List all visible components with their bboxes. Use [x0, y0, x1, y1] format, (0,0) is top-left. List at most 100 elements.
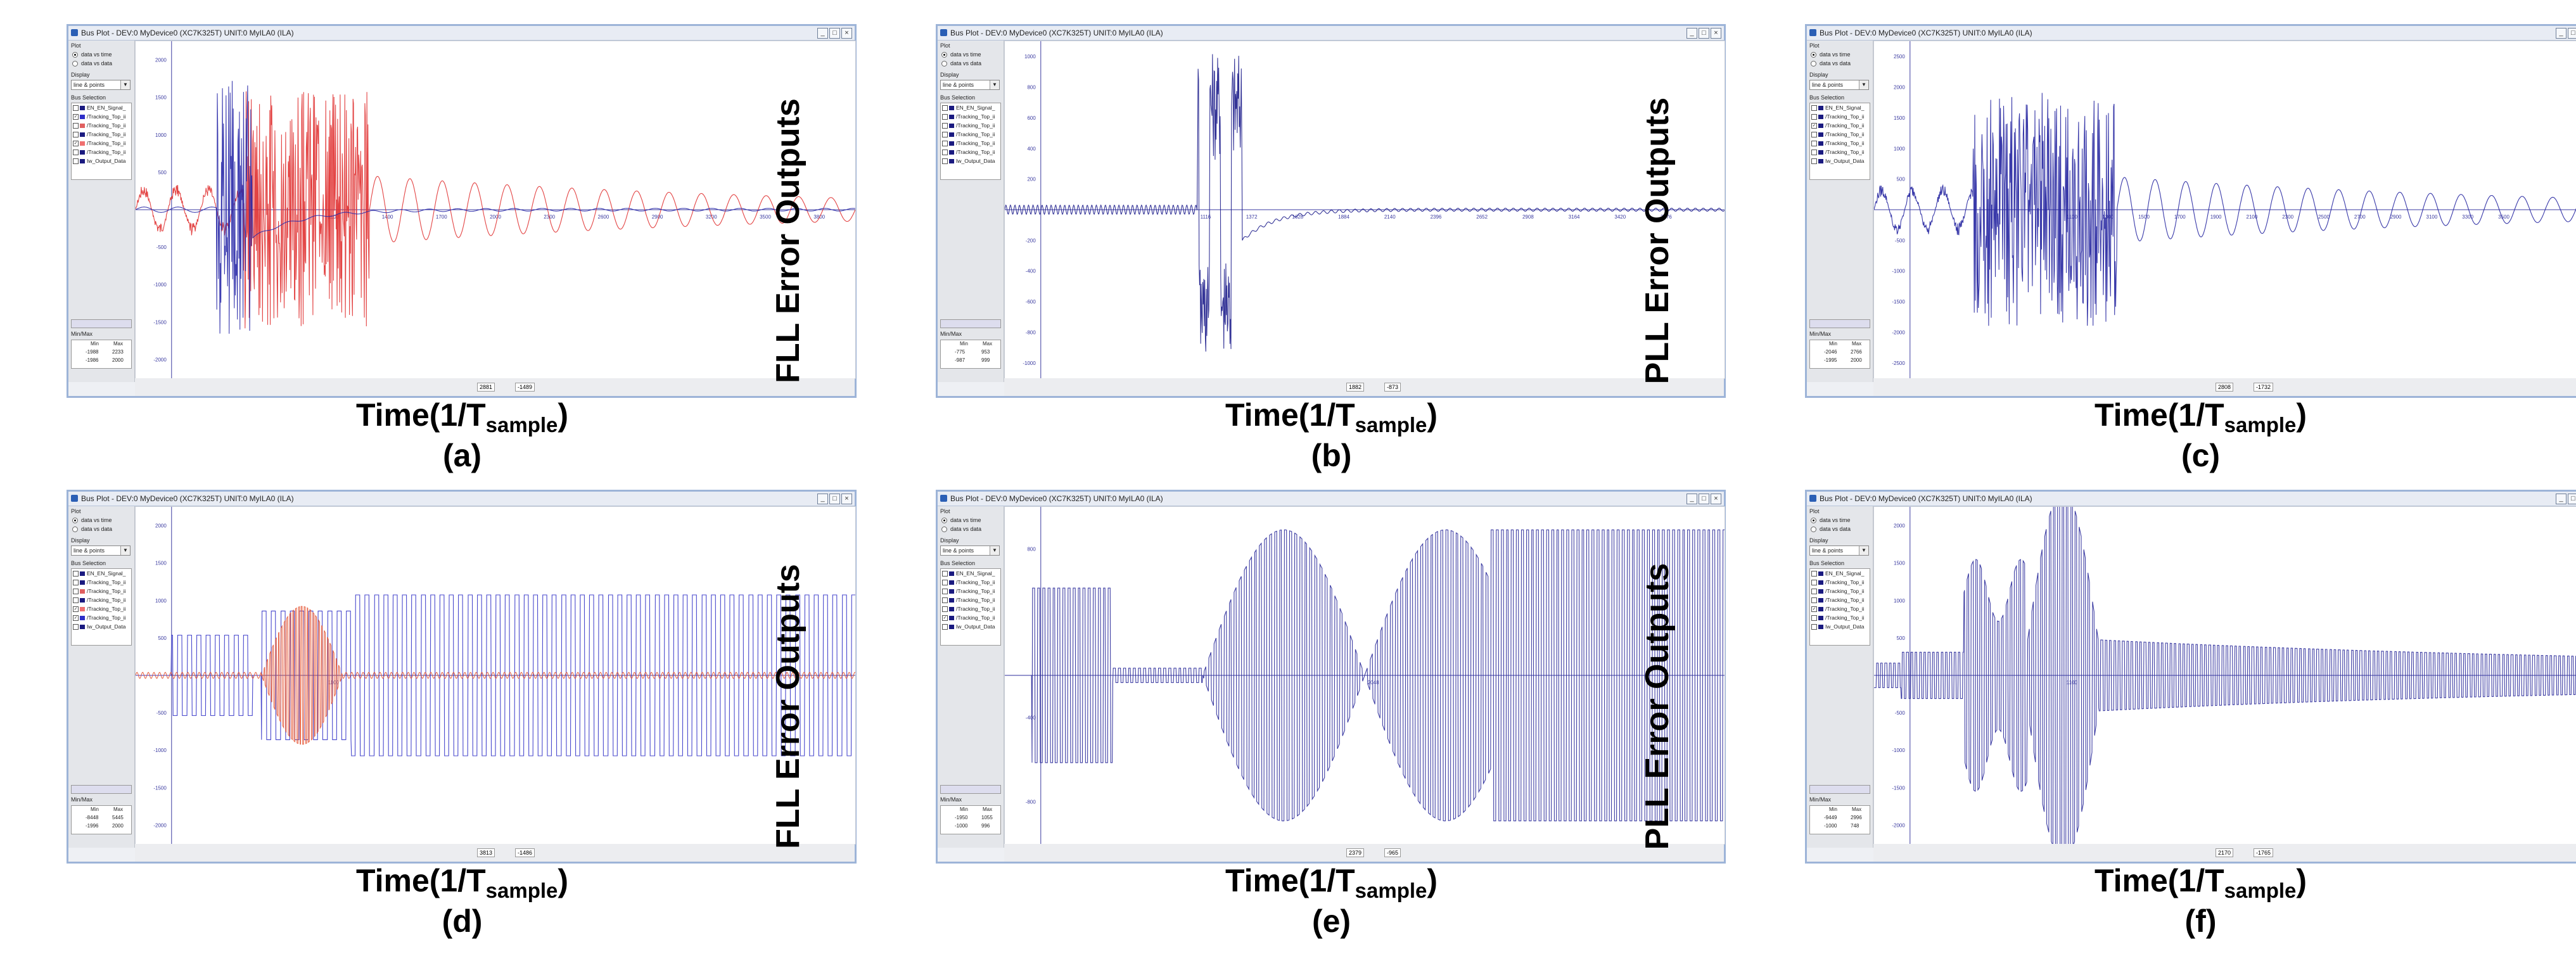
bus-list-item[interactable]: EN_EN_Signal_ [1811, 105, 1868, 113]
bus-list-item[interactable]: /Tracking_Top_ii [73, 122, 130, 131]
bus-list-item[interactable]: /Tracking_Top_ii [942, 579, 999, 587]
bus-selection-list[interactable]: EN_EN_Signal_ ✓ /Tracking_Top_ii/Tracking_… [71, 103, 132, 180]
window-titlebar[interactable]: Bus Plot - DEV:0 MyDevice0 (XC7K325T) UN… [68, 492, 855, 506]
bus-list-item[interactable]: /Tracking_Top_ii [1811, 597, 1868, 605]
bus-checkbox[interactable] [942, 606, 948, 613]
bus-list-item[interactable]: /Tracking_Top_ii [942, 122, 999, 131]
minimize-button[interactable]: _ [817, 28, 828, 39]
bus-list-item[interactable]: ✓ /Tracking_Top_ii [1811, 606, 1868, 614]
close-button[interactable]: × [841, 494, 852, 504]
bus-plot-window[interactable]: Bus Plot - DEV:0 MyDevice0 (XC7K325T) UN… [936, 24, 1726, 398]
display-select[interactable]: line & points ▼ [940, 80, 1000, 90]
plot-area[interactable]: 2000 1500 1000 500 -500 -1000 -1500 -2000 1100 [1873, 506, 2576, 845]
list-scrollbar[interactable] [1809, 319, 1870, 328]
bus-checkbox[interactable] [942, 105, 948, 112]
bus-checkbox[interactable] [942, 141, 948, 147]
bus-list-item[interactable]: EN_EN_Signal_ [73, 105, 130, 113]
close-button[interactable]: × [841, 28, 852, 39]
bus-checkbox[interactable] [942, 624, 948, 630]
bus-list-item[interactable]: EN_EN_Signal_ [1811, 570, 1868, 578]
bus-checkbox[interactable] [942, 589, 948, 595]
display-select[interactable]: line & points ▼ [71, 545, 131, 556]
bus-plot-window[interactable]: Bus Plot - DEV:0 MyDevice0 (XC7K325T) UN… [67, 490, 857, 864]
bus-checkbox[interactable] [942, 580, 948, 586]
bus-checkbox[interactable] [73, 589, 79, 595]
list-scrollbar[interactable] [71, 785, 132, 794]
bus-list-item[interactable]: /Tracking_Top_ii [73, 131, 130, 139]
bus-checkbox[interactable] [942, 132, 948, 138]
maximize-button[interactable]: □ [2568, 494, 2576, 504]
window-titlebar[interactable]: Bus Plot - DEV:0 MyDevice0 (XC7K325T) UN… [1807, 26, 2576, 41]
plot-mode-radio[interactable] [1811, 52, 1816, 58]
list-scrollbar[interactable] [1809, 785, 1870, 794]
bus-checkbox[interactable] [1811, 114, 1817, 120]
list-scrollbar[interactable] [940, 785, 1001, 794]
bus-checkbox[interactable] [73, 624, 79, 630]
bus-list-item[interactable]: /Tracking_Top_ii [73, 579, 130, 587]
list-scrollbar[interactable] [71, 319, 132, 328]
minimize-button[interactable]: _ [2556, 28, 2566, 39]
bus-checkbox[interactable] [1811, 624, 1817, 630]
bus-plot-window[interactable]: Bus Plot - DEV:0 MyDevice0 (XC7K325T) UN… [1805, 24, 2576, 398]
bus-checkbox[interactable] [942, 123, 948, 129]
bus-selection-list[interactable]: EN_EN_Signal_ /Tracking_Top_ii/Tracking_T… [71, 568, 132, 646]
plot-area[interactable]: 2000 1500 1000 500 -500 -1000 -1500 -2000 1100 14… [135, 41, 856, 379]
plot-area[interactable]: 1000 800 600 400 200 -200 -400 -600 -800 -1000 111… [1004, 41, 1725, 379]
bus-list-item[interactable]: /Tracking_Top_ii [1811, 615, 1868, 623]
plot-mode-radio[interactable] [72, 518, 78, 523]
bus-list-item[interactable]: /Tracking_Top_ii [1811, 149, 1868, 157]
bus-list-item[interactable]: /Tracking_Top_ii [942, 131, 999, 139]
bus-list-item[interactable]: /Tracking_Top_ii [73, 597, 130, 605]
bus-selection-list[interactable]: EN_EN_Signal_ /Tracking_Top_ii ✓ /Tracking_… [1809, 103, 1870, 180]
bus-checkbox[interactable] [942, 158, 948, 165]
bus-list-item[interactable]: Iw_Output_Data [73, 623, 130, 632]
bus-checkbox[interactable] [942, 597, 948, 604]
bus-selection-list[interactable]: EN_EN_Signal_ /Tracking_Top_ii/Tracking_T… [940, 103, 1001, 180]
minimize-button[interactable]: _ [1687, 494, 1697, 504]
bus-list-item[interactable]: /Tracking_Top_ii [942, 149, 999, 157]
bus-checkbox[interactable]: ✓ [73, 141, 79, 147]
bus-list-item[interactable]: /Tracking_Top_ii [1811, 131, 1868, 139]
bus-checkbox[interactable]: ✓ [73, 615, 79, 622]
plot-mode-radio[interactable] [1811, 61, 1816, 67]
bus-checkbox[interactable] [1811, 158, 1817, 165]
bus-list-item[interactable]: Iw_Output_Data [942, 158, 999, 166]
plot-area[interactable]: 2500 2000 1500 1000 500 -500 -1000 -1500 -2000 -2… [1873, 41, 2576, 379]
bus-plot-window[interactable]: Bus Plot - DEV:0 MyDevice0 (XC7K325T) UN… [67, 24, 857, 398]
minimize-button[interactable]: _ [817, 494, 828, 504]
bus-list-item[interactable]: Iw_Output_Data [1811, 158, 1868, 166]
bus-list-item[interactable]: ✓ /Tracking_Top_ii [73, 615, 130, 623]
maximize-button[interactable]: □ [1699, 28, 1709, 39]
bus-plot-window[interactable]: Bus Plot - DEV:0 MyDevice0 (XC7K325T) UN… [1805, 490, 2576, 864]
list-scrollbar[interactable] [940, 319, 1001, 328]
bus-checkbox[interactable] [942, 150, 948, 156]
display-select[interactable]: line & points ▼ [1809, 545, 1869, 556]
bus-list-item[interactable]: /Tracking_Top_ii [942, 113, 999, 122]
bus-checkbox[interactable] [73, 571, 79, 577]
display-select[interactable]: line & points ▼ [1809, 80, 1869, 90]
close-button[interactable]: × [1711, 28, 1721, 39]
bus-list-item[interactable]: ✓ /Tracking_Top_ii [73, 140, 130, 148]
bus-checkbox[interactable] [942, 114, 948, 120]
bus-selection-list[interactable]: EN_EN_Signal_ /Tracking_Top_ii/Tracking_T… [1809, 568, 1870, 646]
bus-checkbox[interactable] [73, 150, 79, 156]
bus-checkbox[interactable] [1811, 150, 1817, 156]
bus-list-item[interactable]: /Tracking_Top_ii [73, 588, 130, 596]
bus-checkbox[interactable] [1811, 105, 1817, 112]
window-titlebar[interactable]: Bus Plot - DEV:0 MyDevice0 (XC7K325T) UN… [938, 26, 1724, 41]
bus-checkbox[interactable] [1811, 615, 1817, 622]
plot-mode-radio[interactable] [941, 526, 947, 532]
bus-list-item[interactable]: /Tracking_Top_ii [942, 597, 999, 605]
bus-list-item[interactable]: Iw_Output_Data [1811, 623, 1868, 632]
bus-checkbox[interactable] [1811, 141, 1817, 147]
bus-selection-list[interactable]: EN_EN_Signal_ /Tracking_Top_ii/Tracking_T… [940, 568, 1001, 646]
bus-list-item[interactable]: /Tracking_Top_ii [942, 140, 999, 148]
plot-mode-radio[interactable] [1811, 526, 1816, 532]
bus-list-item[interactable]: ✓ /Tracking_Top_ii [73, 606, 130, 614]
minimize-button[interactable]: _ [2556, 494, 2566, 504]
bus-list-item[interactable]: ✓ /Tracking_Top_ii [1811, 122, 1868, 131]
display-select[interactable]: line & points ▼ [940, 545, 1000, 556]
plot-area[interactable]: 2000 1500 1000 500 -500 -1000 -1500 -2000 1100 [135, 506, 856, 845]
bus-checkbox[interactable] [1811, 589, 1817, 595]
bus-checkbox[interactable]: ✓ [1811, 123, 1817, 129]
